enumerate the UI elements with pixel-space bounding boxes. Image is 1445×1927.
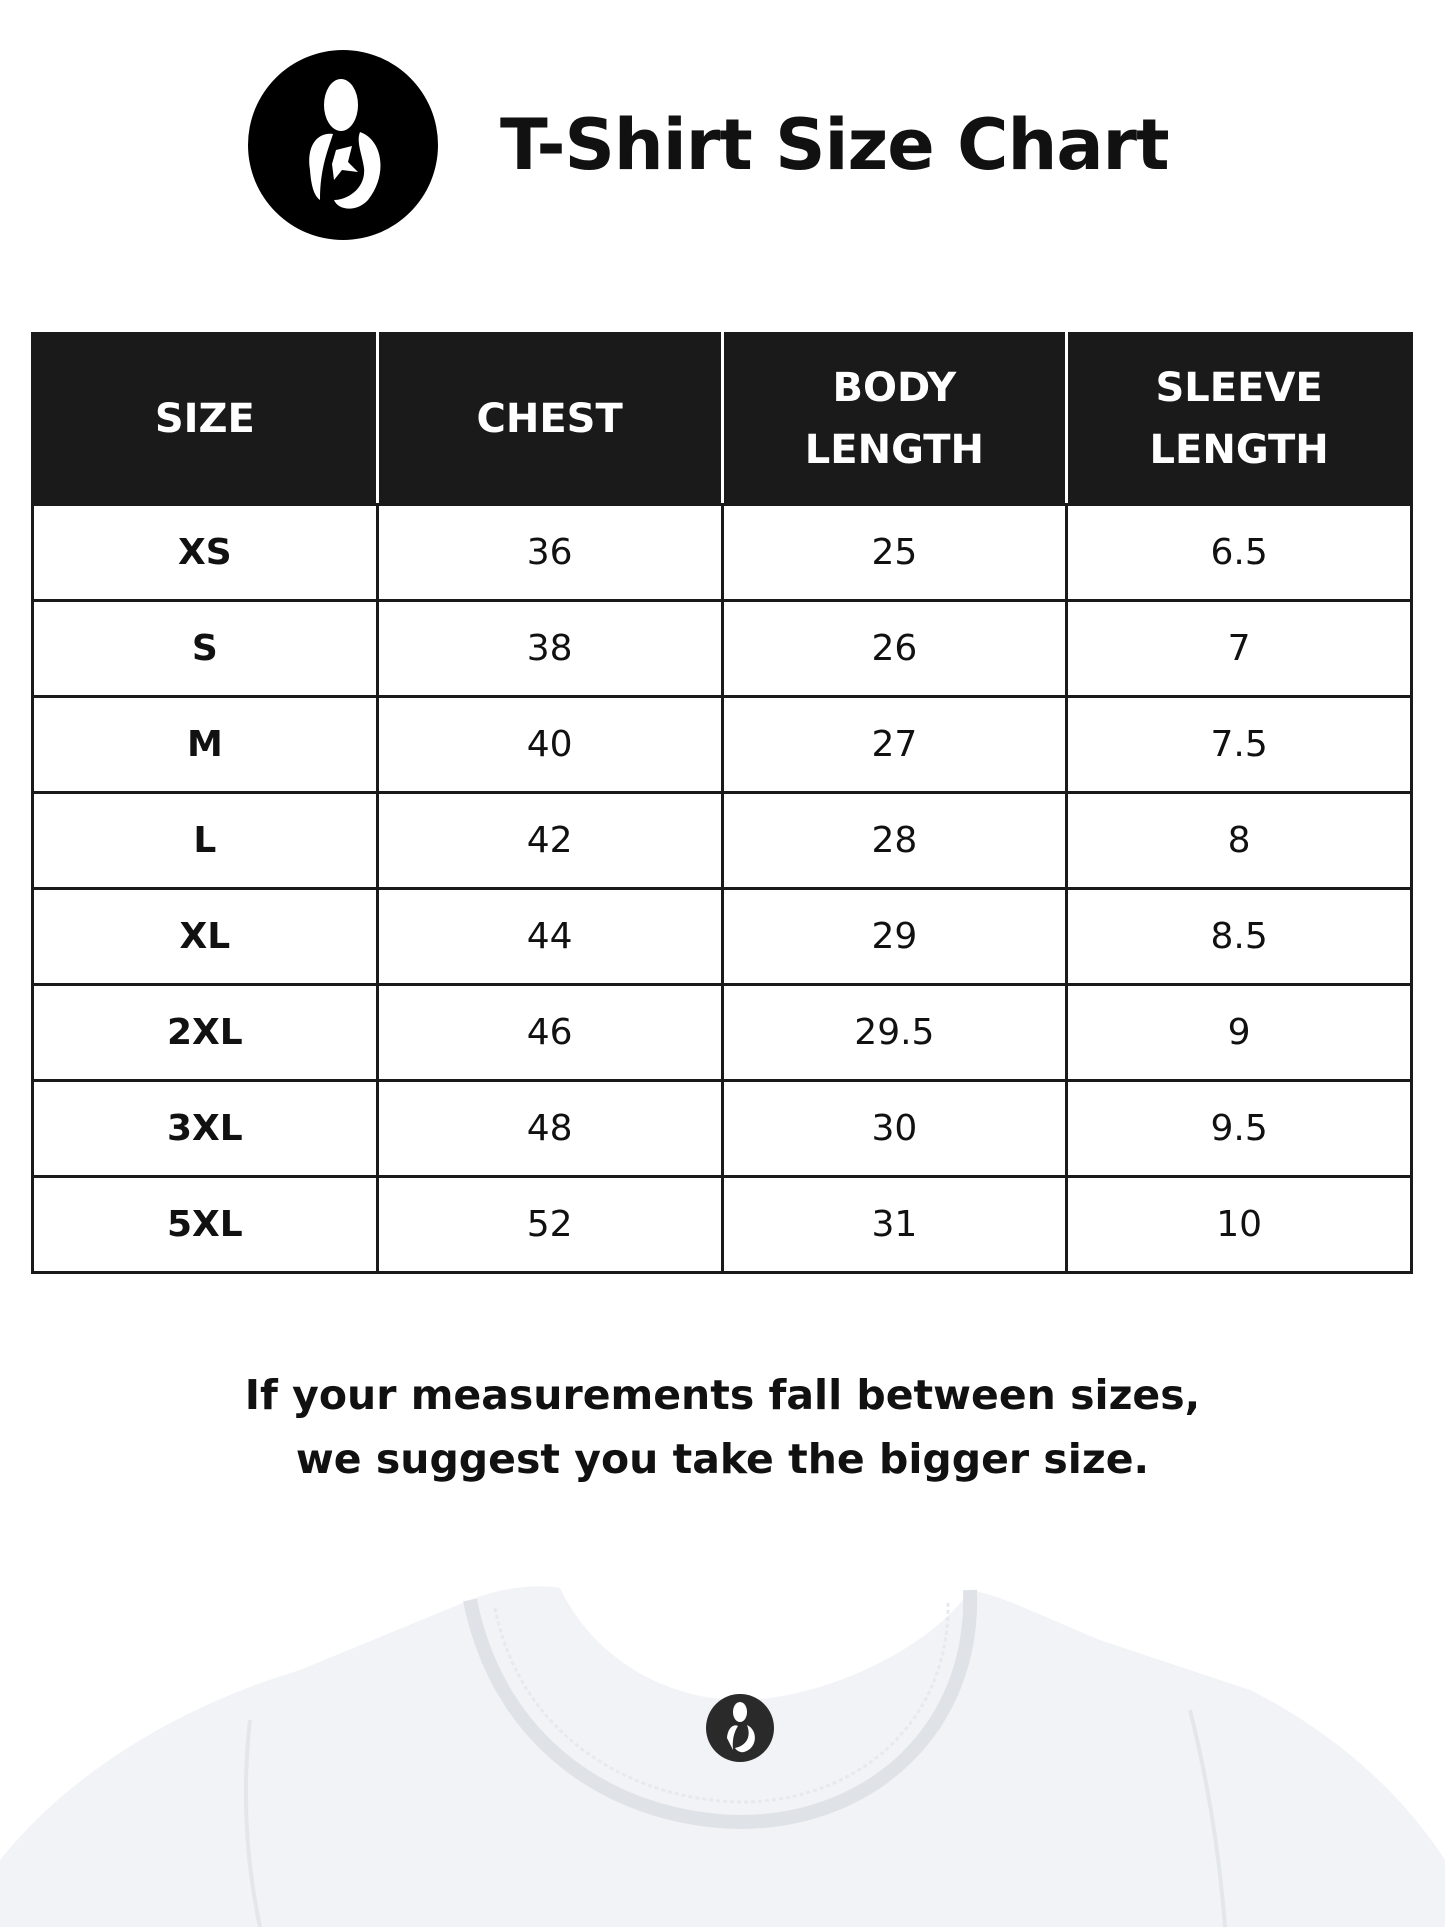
cell-sleeve-length: 7 [1065,599,1413,698]
cell-chest: 36 [375,503,724,602]
cell-body-length: 26 [720,599,1069,698]
cell-chest: 44 [375,887,724,986]
cell-size: XS [31,503,379,602]
cell-sleeve-length: 9 [1065,983,1413,1082]
cell-chest: 38 [375,599,724,698]
cell-body-length: 29 [720,887,1069,986]
cell-sleeve-length: 8 [1065,791,1413,890]
table-row: L 42 28 8 [31,791,1413,890]
table-row: 2XL 46 29.5 9 [31,983,1413,1082]
table-row: M 40 27 7.5 [31,695,1413,794]
cell-sleeve-length: 10 [1065,1175,1413,1274]
cell-chest: 46 [375,983,724,1082]
shirt-label-logo-icon [706,1694,774,1762]
cell-size: L [31,791,379,890]
column-header-body-length: BODY LENGTH [720,332,1069,506]
header-text: LENGTH [1149,427,1329,473]
header-text: LENGTH [804,427,984,473]
sizing-note-line: If your measurements fall between sizes, [244,1371,1201,1419]
cell-chest: 52 [375,1175,724,1274]
sizing-note: If your measurements fall between sizes,… [0,1363,1445,1491]
column-header-sleeve-length: SLEEVE LENGTH [1065,332,1413,506]
cell-size: S [31,599,379,698]
table-row: 5XL 52 31 10 [31,1175,1413,1274]
column-header-size: SIZE [31,332,379,506]
cell-sleeve-length: 6.5 [1065,503,1413,602]
header-text: CHEST [476,396,623,442]
cell-sleeve-length: 9.5 [1065,1079,1413,1178]
table-row: XL 44 29 8.5 [31,887,1413,986]
cell-sleeve-length: 8.5 [1065,887,1413,986]
sizing-note-line: we suggest you take the bigger size. [295,1435,1150,1483]
cell-body-length: 29.5 [720,983,1069,1082]
size-chart-table: SIZE CHEST BODY LENGTH SLEEVE LENGTH XS 36 2… [31,332,1413,1274]
cell-chest: 40 [375,695,724,794]
header-text: BODY [832,365,957,411]
cell-body-length: 28 [720,791,1069,890]
table-row: 3XL 48 30 9.5 [31,1079,1413,1178]
table-row: XS 36 25 6.5 [31,503,1413,602]
brand-logo-icon [248,50,438,240]
cell-sleeve-length: 7.5 [1065,695,1413,794]
header-text: SLEEVE [1155,365,1323,411]
cell-body-length: 25 [720,503,1069,602]
cell-size: 2XL [31,983,379,1082]
cell-body-length: 27 [720,695,1069,794]
table-header-row: SIZE CHEST BODY LENGTH SLEEVE LENGTH [31,332,1413,506]
cell-size: 5XL [31,1175,379,1274]
column-header-chest: CHEST [375,332,724,506]
cell-size: 3XL [31,1079,379,1178]
page-title: T-Shirt Size Chart [500,104,1170,186]
cell-body-length: 31 [720,1175,1069,1274]
cell-size: M [31,695,379,794]
cell-chest: 42 [375,791,724,890]
tshirt-image [0,1586,1445,1927]
cell-size: XL [31,887,379,986]
header-text: SIZE [154,396,255,442]
table-row: S 38 26 7 [31,599,1413,698]
cell-body-length: 30 [720,1079,1069,1178]
cell-chest: 48 [375,1079,724,1178]
